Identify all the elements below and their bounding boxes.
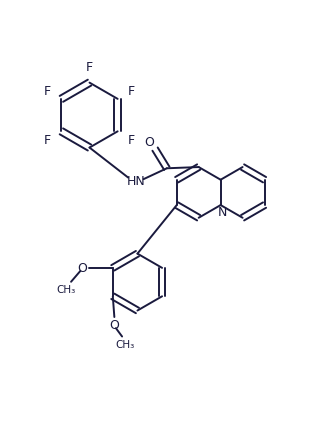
Text: O: O — [110, 318, 119, 331]
Text: F: F — [128, 85, 135, 98]
Text: F: F — [128, 134, 135, 147]
Text: F: F — [44, 134, 51, 147]
Text: F: F — [86, 61, 93, 74]
Text: N: N — [217, 206, 227, 219]
Text: O: O — [77, 262, 87, 275]
Text: HN: HN — [127, 174, 145, 187]
Text: CH₃: CH₃ — [57, 285, 76, 295]
Text: CH₃: CH₃ — [115, 340, 135, 349]
Text: F: F — [44, 85, 51, 98]
Text: O: O — [144, 135, 154, 149]
